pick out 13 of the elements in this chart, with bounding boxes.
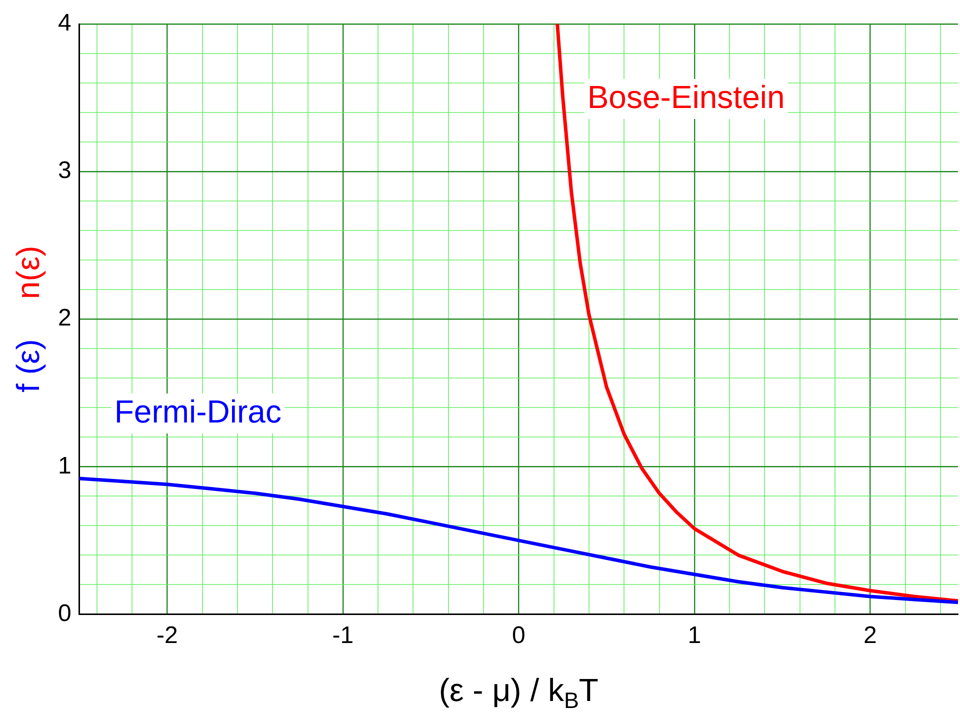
x-tick-label: -1	[332, 622, 354, 650]
x-tick-label: 0	[512, 622, 526, 650]
series-label: Fermi-Dirac	[114, 393, 282, 430]
text: f (ε) n(ε)	[10, 246, 46, 392]
y-tick-label: 2	[58, 304, 72, 332]
x-tick-label: 2	[863, 622, 877, 650]
x-tick-label: -2	[156, 622, 178, 650]
y-tick-label: 4	[58, 10, 72, 37]
y-tick-label: 0	[58, 600, 72, 627]
series-label: Bose-Einstein	[587, 78, 785, 115]
y-tick-label: 3	[58, 157, 72, 184]
y-tick-label: 1	[58, 452, 72, 480]
x-tick-label: 1	[688, 622, 702, 650]
